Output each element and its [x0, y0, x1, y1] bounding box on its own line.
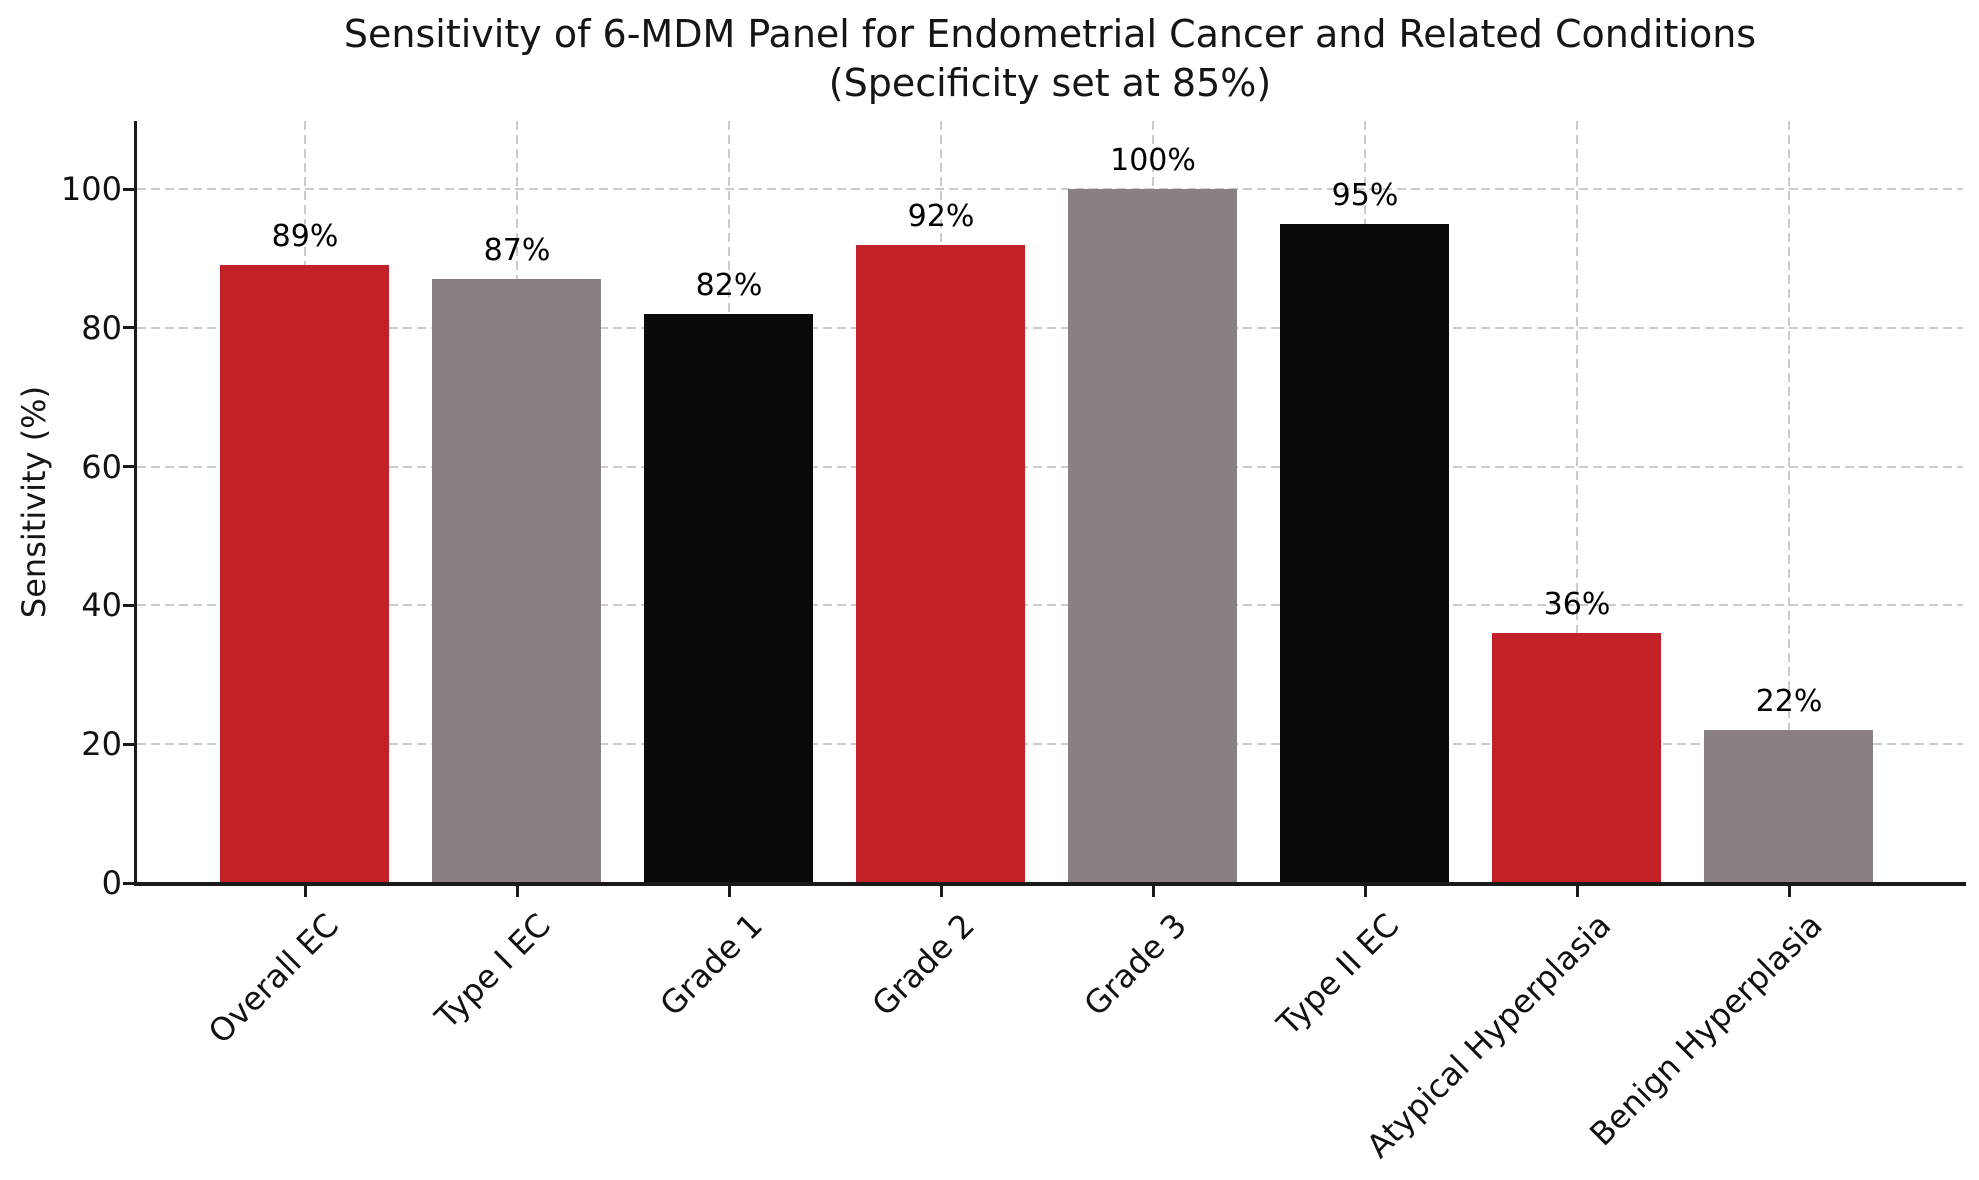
- y-tick-mark: [123, 881, 135, 885]
- gridline-horizontal: [137, 465, 1963, 468]
- x-tick-label-atypical-hyperplasia: Atypical Hyperplasia: [1358, 906, 1618, 1166]
- y-tick-label: 20: [81, 725, 122, 764]
- y-tick-label: 0: [101, 864, 122, 902]
- x-tick-mark: [515, 886, 519, 897]
- y-tick-mark: [123, 465, 135, 469]
- gridline-horizontal: [137, 743, 1963, 746]
- y-tick-mark: [123, 187, 135, 191]
- bar-value-label: 92%: [907, 199, 975, 234]
- gridline-horizontal: [137, 188, 1963, 190]
- bar-type-ii-ec: [1280, 224, 1449, 883]
- x-axis-spine: [134, 882, 1966, 886]
- gridline-horizontal: [137, 326, 1963, 329]
- y-tick-mark: [123, 326, 135, 330]
- x-tick-mark: [303, 886, 307, 897]
- x-tick-label-type-i-ec: Type I EC: [427, 906, 558, 1036]
- y-tick-label: 60: [81, 447, 122, 486]
- y-axis-spine: [134, 121, 137, 886]
- plot-area: 89% 87% 82% 92% 100% 95% 36% 22%: [137, 121, 1963, 883]
- y-tick-mark: [123, 603, 135, 607]
- x-tick-mark: [727, 886, 731, 897]
- bar-value-label: 87%: [483, 233, 551, 268]
- bar-value-label: 95%: [1331, 178, 1399, 213]
- gridline-vertical: [1576, 121, 1578, 883]
- bar-value-label: 82%: [695, 268, 763, 303]
- x-tick-mark: [1575, 886, 1579, 897]
- bar-grade-3: [1068, 189, 1237, 883]
- y-tick-mark: [123, 742, 135, 746]
- bar-value-label: 100%: [1110, 143, 1196, 178]
- x-tick-mark: [939, 886, 943, 897]
- bar-benign-hyperplasia: [1704, 730, 1873, 883]
- bar-grade-2: [856, 245, 1025, 883]
- bar-overall-ec: [220, 265, 389, 883]
- chart-title-line1: Sensitivity of 6-MDM Panel for Endometri…: [343, 12, 1757, 56]
- y-axis-label: Sensitivity (%): [15, 385, 53, 619]
- bar-grade-1: [644, 314, 813, 883]
- bar-atypical-hyperplasia: [1492, 633, 1661, 883]
- x-tick-label-grade-2: Grade 2: [864, 906, 982, 1024]
- x-tick-label-type-ii-ec: Type II EC: [1269, 906, 1406, 1043]
- y-tick-label: 80: [81, 308, 122, 347]
- x-tick-mark: [1787, 886, 1791, 897]
- x-tick-mark: [1363, 886, 1367, 897]
- x-tick-label-overall-ec: Overall EC: [200, 906, 346, 1052]
- gridline-vertical: [1788, 121, 1790, 883]
- chart-title-line2: (Specificity set at 85%): [828, 61, 1272, 105]
- x-tick-label-grade-3: Grade 3: [1076, 906, 1194, 1024]
- gridline-horizontal: [137, 604, 1963, 607]
- x-tick-label-grade-1: Grade 1: [652, 906, 770, 1024]
- bar-type-i-ec: [432, 279, 601, 883]
- bar-value-label: 89%: [271, 219, 339, 254]
- chart-title: Sensitivity of 6-MDM Panel for Endometri…: [137, 10, 1963, 108]
- x-tick-mark: [1151, 886, 1155, 897]
- bar-value-label: 22%: [1755, 684, 1823, 719]
- y-tick-label: 40: [81, 586, 122, 625]
- bar-value-label: 36%: [1543, 587, 1611, 622]
- x-tick-label-benign-hyperplasia: Benign Hyperplasia: [1582, 906, 1830, 1154]
- y-tick-label: 100: [60, 170, 122, 208]
